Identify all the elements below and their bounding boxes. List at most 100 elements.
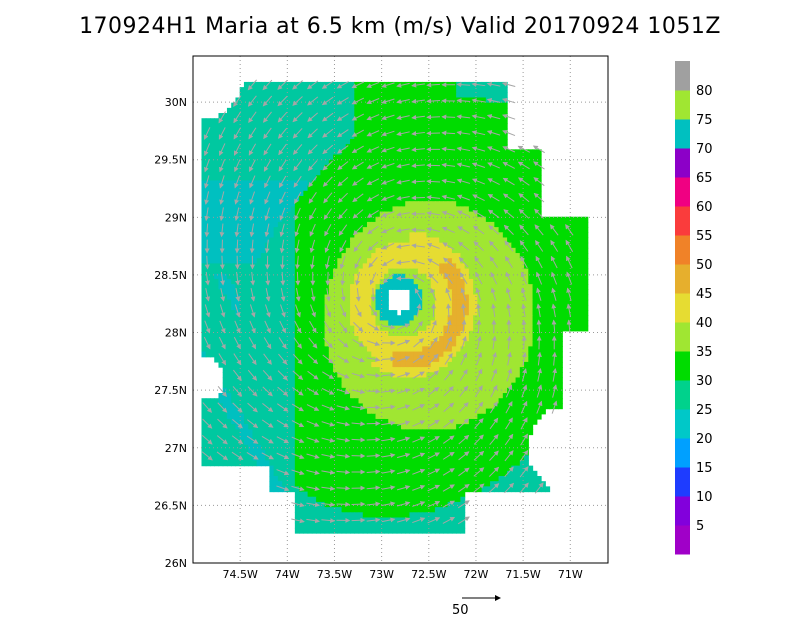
heat-cell (239, 258, 245, 265)
heat-cell (481, 351, 487, 358)
heat-cell (541, 216, 546, 223)
heat-cell (519, 351, 525, 358)
heat-cell (286, 144, 292, 150)
heat-cell (256, 118, 262, 125)
heat-cell (269, 351, 275, 358)
heat-cell (375, 81, 381, 88)
heat-cell (409, 263, 415, 270)
heat-cell (209, 263, 215, 270)
heat-cell (502, 382, 508, 389)
heat-cell (209, 123, 215, 130)
heat-cell (265, 237, 270, 244)
heat-cell (379, 387, 385, 394)
heat-cell (451, 232, 457, 239)
heat-cell (405, 268, 411, 275)
heat-cell (201, 211, 207, 218)
heat-cell (400, 367, 406, 373)
heat-cell (320, 341, 326, 347)
heat-cell (256, 144, 262, 150)
heat-cell (209, 289, 215, 296)
heat-cell (214, 310, 220, 316)
heat-cell (205, 284, 211, 290)
heat-cell (579, 278, 585, 285)
heat-cell (239, 253, 245, 259)
heat-cell (422, 107, 428, 114)
heat-cell (371, 268, 377, 275)
heat-cell (299, 367, 304, 373)
heat-cell (345, 149, 351, 156)
heat-cell (485, 154, 491, 161)
heat-cell (226, 201, 232, 207)
heat-cell (574, 320, 580, 327)
heat-cell (379, 128, 385, 135)
heat-cell (558, 232, 563, 239)
heat-cell (311, 180, 317, 187)
heat-cell (451, 97, 457, 104)
heat-cell (494, 393, 500, 399)
heat-cell (511, 393, 517, 399)
heat-cell (205, 170, 211, 176)
heat-cell (286, 315, 292, 322)
heat-cell (464, 201, 470, 207)
heat-cell (201, 247, 207, 254)
heat-cell (536, 367, 542, 373)
heat-cell (383, 216, 389, 223)
heat-cell (439, 330, 445, 337)
heat-cell (286, 253, 292, 259)
heat-cell (439, 154, 445, 161)
heat-cell (413, 382, 419, 389)
heat-cell (460, 149, 466, 156)
heat-cell (456, 372, 461, 379)
heat-cell (265, 144, 270, 150)
heat-cell (524, 149, 529, 156)
heat-cell (405, 263, 411, 270)
heat-cell (562, 258, 568, 265)
heat-cell (417, 299, 423, 306)
heat-cell (396, 372, 402, 379)
heat-cell (226, 310, 232, 316)
heat-cell (451, 372, 457, 379)
heat-cell (269, 175, 275, 182)
heat-cell (553, 310, 559, 316)
heat-cell (502, 336, 508, 342)
heat-cell (239, 377, 245, 384)
heat-cell (273, 107, 279, 114)
heat-cell (328, 247, 334, 254)
heat-cell (299, 315, 304, 322)
heat-cell (447, 258, 453, 265)
heat-cell (320, 284, 326, 290)
heat-cell (260, 92, 266, 99)
heat-cell (545, 258, 551, 265)
heat-cell (528, 341, 534, 347)
heat-cell (333, 232, 338, 239)
heat-cell (337, 387, 343, 394)
heat-cell (490, 341, 495, 347)
heat-cell (328, 346, 334, 353)
heat-cell (545, 242, 551, 249)
heat-cell (400, 196, 406, 202)
heat-cell (549, 325, 555, 332)
heat-cell (273, 367, 279, 373)
heat-cell (417, 346, 423, 353)
heat-cell (481, 123, 487, 130)
heat-cell (417, 237, 423, 244)
heat-cell (456, 133, 461, 140)
heat-cell (231, 211, 237, 218)
heat-cell (468, 232, 474, 239)
heat-cell (205, 258, 211, 265)
heat-cell (341, 227, 347, 233)
heat-cell (528, 273, 534, 280)
heat-cell (341, 377, 347, 384)
heat-cell (490, 242, 495, 249)
heat-cell (417, 107, 423, 114)
heat-cell (481, 227, 487, 233)
heat-cell (290, 221, 296, 228)
heat-cell (328, 92, 334, 99)
heat-cell (337, 330, 343, 337)
heat-cell (324, 325, 330, 332)
heat-cell (579, 310, 585, 316)
heat-cell (417, 123, 423, 130)
heat-cell (282, 247, 287, 254)
heat-cell (524, 232, 529, 239)
heat-cell (311, 247, 317, 254)
